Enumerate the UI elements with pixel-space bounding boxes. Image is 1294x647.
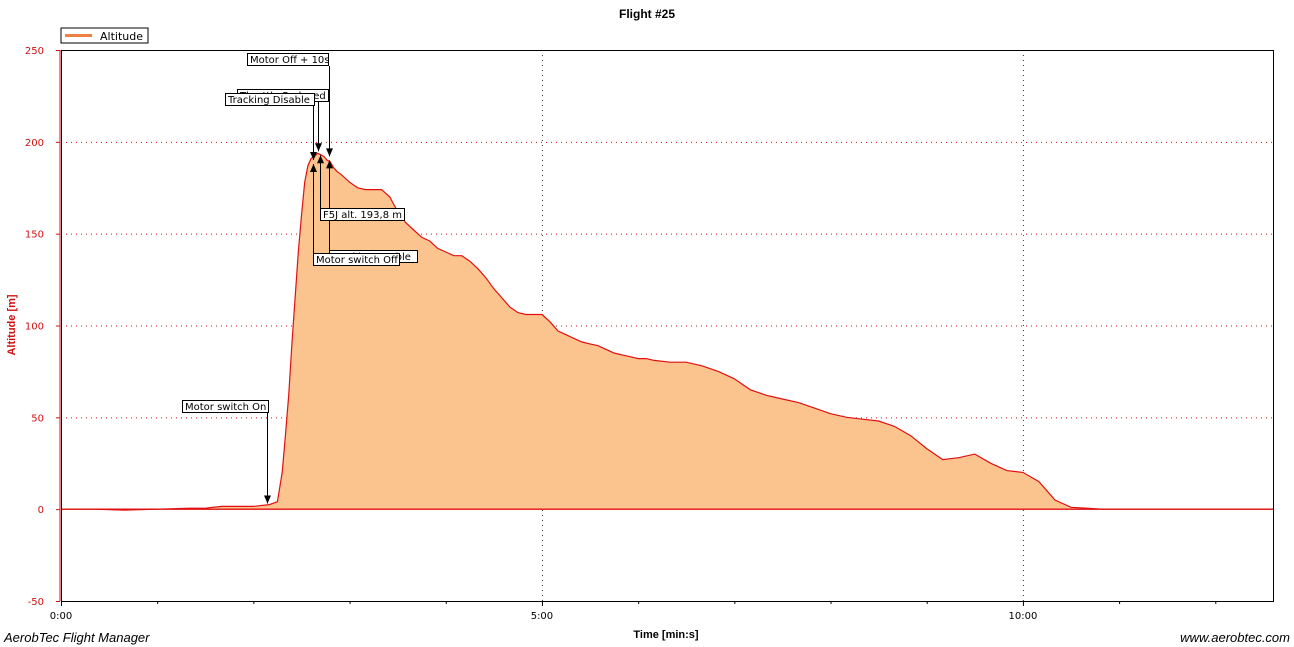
annotation-arrowhead (326, 160, 333, 169)
annotation: Tracking Disable (225, 93, 317, 161)
y-tick-label: 250 (25, 46, 44, 57)
annotation-arrowhead (315, 143, 322, 152)
annotation-label: Motor switch On (185, 402, 266, 413)
footer-app-name: AerobTec Flight Manager (3, 630, 150, 645)
annotation-arrowhead (264, 495, 271, 504)
y-tick-label: 50 (31, 413, 44, 424)
annotation-label: Motor Off + 10s (250, 55, 330, 66)
annotation-arrowhead (317, 155, 324, 164)
annotation-arrowhead (326, 148, 333, 157)
annotation-box (313, 253, 400, 266)
annotation: F5J alt. 193,8 m (317, 155, 405, 221)
annotation-label: F5J alt. 193,8 m (323, 210, 402, 221)
y-tick-label: 150 (25, 230, 44, 241)
y-tick-label: 200 (25, 138, 44, 149)
annotation: Motor switch On (182, 400, 271, 504)
annotation-box (247, 53, 329, 66)
plot-frame (61, 50, 1274, 602)
annotation-label: Motor switch Off (316, 255, 399, 266)
legend-box (60, 27, 149, 44)
altitude-line (61, 152, 1273, 511)
annotation-arrowhead (310, 152, 317, 161)
annotations: Tracking EnableMotor switch OnThrottle R… (182, 53, 418, 504)
annotation-box (320, 208, 405, 221)
x-tick-label: 10:00 (1008, 611, 1037, 622)
y-axis-label: Altitude [m] (6, 294, 18, 355)
annotation-box (182, 400, 269, 413)
x-tick-label: 0:00 (50, 611, 72, 622)
annotation-arrowhead (310, 164, 317, 173)
x-axis-label: Time [min:s] (633, 629, 699, 641)
y-tick-label: -50 (28, 597, 44, 608)
chart-title: Flight #25 (619, 7, 675, 21)
y-tick-label: 0 (38, 505, 44, 516)
altitude-area (61, 153, 1273, 511)
y-axis-ticks: -50 0 50 100 150 200 250 (25, 46, 60, 608)
footer-website: www.aerobtec.com (1180, 630, 1290, 645)
annotation-label: Tracking Disable (227, 95, 310, 106)
annotation: Motor Off + 10s (247, 53, 333, 157)
legend-entry-altitude: Altitude (100, 30, 143, 43)
altitude-series (61, 152, 1273, 511)
annotation: Motor switch Off (310, 164, 400, 266)
x-tick-label: 5:00 (531, 611, 553, 622)
y-tick-label: 100 (25, 322, 44, 333)
legend: Altitude (60, 27, 149, 44)
annotation-box (225, 93, 315, 106)
x-axis-ticks: 0:00 5:00 10:00 (50, 601, 1217, 622)
